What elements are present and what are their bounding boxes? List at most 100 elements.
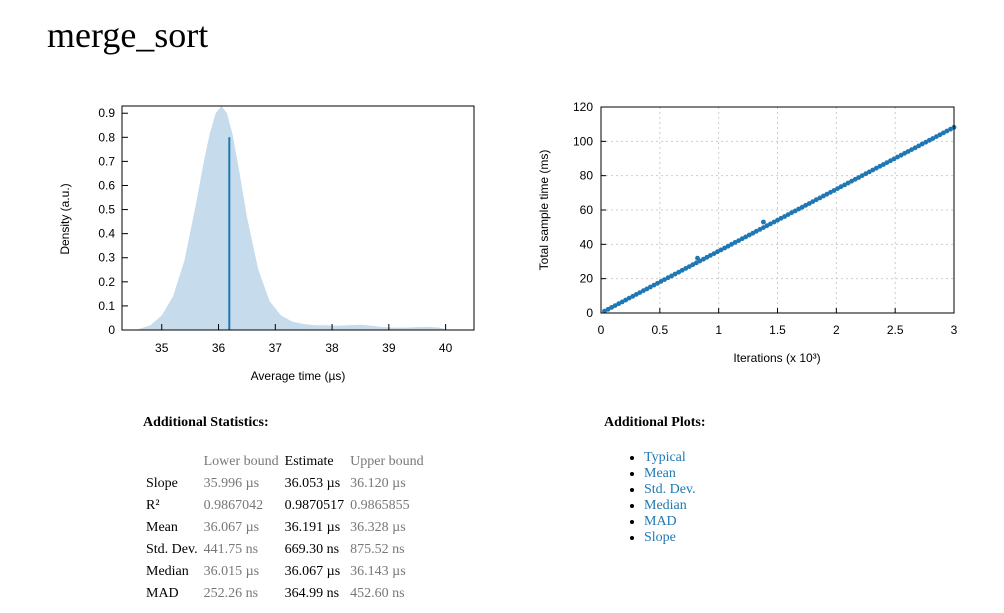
plot-link-slope[interactable]: Slope xyxy=(644,530,676,545)
header-upper-bound: Upper bound xyxy=(350,454,424,469)
stat-estimate: 0.9870517 xyxy=(284,498,345,513)
stat-lower-bound: 36.067 µs xyxy=(203,520,260,535)
regression-point xyxy=(912,145,918,151)
regression-point xyxy=(831,188,837,193)
stat-label: R² xyxy=(146,498,160,513)
stat-estimate: 36.191 µs xyxy=(284,520,341,535)
regression-point xyxy=(881,162,886,167)
header-lower-bound: Lower bound xyxy=(203,454,279,469)
stat-lower-bound: 36.015 µs xyxy=(203,564,260,579)
regression-point xyxy=(679,267,685,273)
header-estimate: Estimate xyxy=(284,454,334,469)
regression-point xyxy=(792,208,798,214)
statistics-table: Lower bound Estimate Upper bound Slope 35… xyxy=(143,451,427,605)
plot-link-mad[interactable]: MAD xyxy=(644,514,677,529)
plot-link-typical[interactable]: Typical xyxy=(644,450,686,465)
regression-ytick-label: 20 xyxy=(580,272,594,286)
regression-point xyxy=(732,240,738,245)
regression-point xyxy=(626,295,632,301)
plot-link-std-dev[interactable]: Std. Dev. xyxy=(644,482,696,497)
pdf-ytick-label: 0.3 xyxy=(98,251,115,265)
regression-point xyxy=(662,277,667,282)
regression-point xyxy=(676,269,682,275)
stat-upper-bound: 36.328 µs xyxy=(350,520,406,535)
regression-point xyxy=(693,260,699,266)
stat-estimate: 36.053 µs xyxy=(284,476,341,491)
regression-point xyxy=(810,199,816,204)
pdf-ylabel: Density (a.u.) xyxy=(58,183,72,254)
regression-xtick-label: 0.5 xyxy=(651,323,668,337)
regression-point xyxy=(898,152,904,158)
regression-point xyxy=(630,293,636,299)
statistics-row: Std. Dev. 441.75 ns 669.30 ns 875.52 ns xyxy=(143,539,427,561)
stat-label: Median xyxy=(146,564,189,579)
regression-point xyxy=(895,154,900,160)
regression-xtick-label: 0 xyxy=(598,323,605,337)
regression-point xyxy=(768,221,773,227)
regression-xlabel-text: Iterations (x 10³) xyxy=(733,351,820,365)
pdf-ytick-label: 0.7 xyxy=(98,154,115,168)
plot-link-median[interactable]: Median xyxy=(644,498,687,513)
regression-point xyxy=(785,212,791,217)
regression-xtick-label: 1 xyxy=(715,323,722,337)
pdf-xtick-label: 39 xyxy=(382,341,396,355)
plot-link-item: MAD xyxy=(644,514,696,530)
additional-plots-list: TypicalMeanStd. Dev.MedianMADSlope xyxy=(604,450,696,546)
regression-point xyxy=(743,234,749,240)
regression-point xyxy=(842,182,847,188)
regression-ylabel: Total sample time (ms) xyxy=(537,150,551,271)
regression-xtick-label: 3 xyxy=(951,323,958,337)
regression-ytick-label: 60 xyxy=(580,203,594,217)
regression-xtick-label: 2 xyxy=(833,323,840,337)
regression-point xyxy=(704,254,710,260)
regression-point xyxy=(923,139,929,145)
regression-point xyxy=(612,303,618,308)
regression-point xyxy=(849,178,854,184)
regression-outlier-point xyxy=(695,255,700,261)
regression-point xyxy=(672,271,678,277)
regression-point xyxy=(637,290,643,295)
plot-link-item: Std. Dev. xyxy=(644,482,696,498)
regression-point xyxy=(775,217,780,223)
regression-point xyxy=(806,201,812,206)
plot-link-item: Slope xyxy=(644,530,696,546)
stat-upper-bound: 452.60 ns xyxy=(350,586,405,601)
regression-point xyxy=(602,308,607,314)
regression-point xyxy=(605,306,611,312)
pdf-ylabel-group: Density (a.u.) xyxy=(58,183,72,254)
stat-estimate: 669.30 ns xyxy=(284,542,340,557)
regression-point xyxy=(891,156,897,162)
regression-outlier-point xyxy=(761,219,766,225)
regression-point xyxy=(623,297,629,303)
regression-point xyxy=(803,202,809,208)
regression-plot-area: 0 20 40 60 80 100 120 0 0.5 1 1.5 2 2.5 3 xyxy=(573,100,958,337)
pdf-ytick-label: 0.2 xyxy=(98,275,115,289)
regression-ytick-label: 80 xyxy=(580,169,594,183)
regression-point xyxy=(905,149,911,154)
regression-point xyxy=(941,130,946,136)
stat-lower-bound: 35.996 µs xyxy=(203,476,260,491)
additional-plots-heading: Additional Plots: xyxy=(604,415,706,430)
regression-point xyxy=(725,243,731,249)
regression-point xyxy=(824,191,830,197)
plot-link-mean[interactable]: Mean xyxy=(644,466,676,481)
regression-point xyxy=(718,247,724,253)
pdf-xtick-label: 40 xyxy=(439,341,453,355)
regression-xtick-label: 1.5 xyxy=(769,323,786,337)
stat-label: Std. Dev. xyxy=(146,542,198,557)
regression-ytick-label: 120 xyxy=(573,100,593,114)
pdf-ytick-label: 0.9 xyxy=(98,106,115,120)
regression-point xyxy=(866,169,872,175)
pdf-ytick-label: 0.4 xyxy=(98,227,115,241)
regression-xtick-label: 2.5 xyxy=(887,323,904,337)
regression-point xyxy=(778,215,784,221)
plot-link-item: Mean xyxy=(644,466,696,482)
statistics-row: R² 0.9867042 0.9870517 0.9865855 xyxy=(143,495,427,517)
stat-estimate: 36.067 µs xyxy=(284,564,341,579)
regression-point xyxy=(736,238,742,244)
regression-point xyxy=(782,214,787,219)
regression-point xyxy=(648,284,653,290)
statistics-row: Mean 36.067 µs 36.191 µs 36.328 µs xyxy=(143,517,427,539)
regression-point xyxy=(817,195,823,201)
regression-point xyxy=(813,197,819,203)
